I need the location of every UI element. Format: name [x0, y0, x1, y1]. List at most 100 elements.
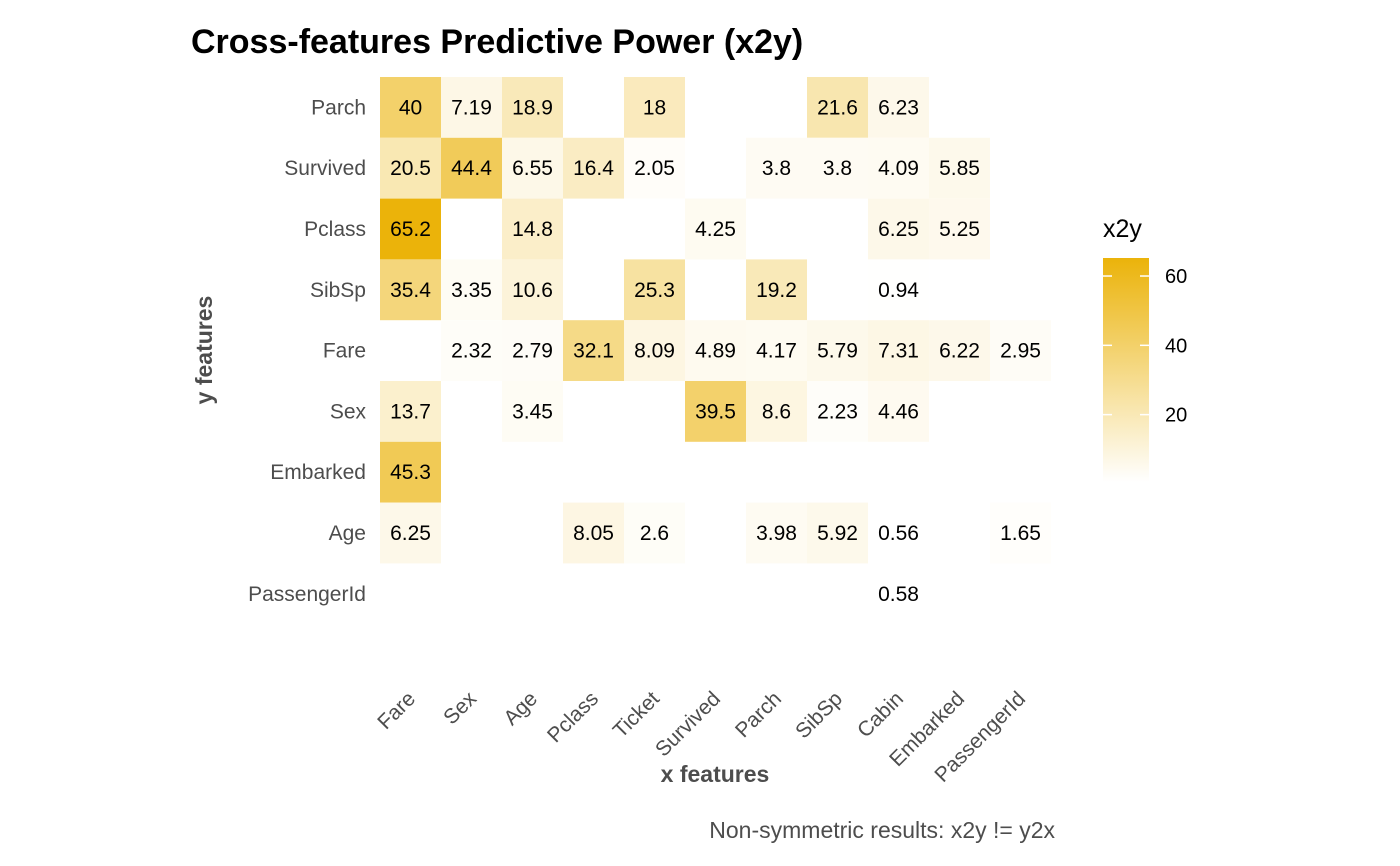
x-tick-label: Sex	[439, 687, 481, 729]
heatmap-cell	[502, 198, 563, 260]
cell-value-label: 2.23	[817, 400, 858, 423]
cell-value-label: 18.9	[512, 96, 553, 119]
heatmap-cell	[502, 381, 563, 442]
cell-value-label: 3.8	[823, 157, 852, 180]
cell-value-label: 16.4	[573, 157, 614, 180]
heatmap-cell-labels: 40 7.19 18.9 18 21.6 6.23 20.5 44.4 6.55 16.4 2.05…	[390, 96, 1041, 605]
cell-value-label: 4.17	[756, 340, 797, 363]
y-axis-tick-labels: Parch Survived Pclass SibSp Fare Sex Embarked A…	[248, 96, 366, 605]
y-tick-label: Embarked	[270, 461, 366, 484]
cell-value-label: 5.25	[939, 218, 980, 241]
cell-value-label: 32.1	[573, 340, 614, 363]
heatmap-cell	[807, 77, 868, 138]
y-tick-label: Parch	[311, 96, 366, 119]
cell-value-label: 8.05	[573, 522, 614, 545]
heatmap-cell	[624, 137, 685, 199]
heatmap-cell	[807, 381, 868, 442]
cell-value-label: 44.4	[451, 157, 492, 180]
x-tick-label: Fare	[373, 687, 420, 734]
cell-value-label: 0.94	[878, 279, 919, 302]
heatmap-cell	[502, 77, 563, 138]
cell-value-label: 6.55	[512, 157, 553, 180]
heatmap-cell	[868, 198, 929, 260]
heatmap-cell	[868, 320, 929, 381]
y-tick-label: Fare	[323, 340, 366, 363]
heatmap-cell	[868, 563, 929, 625]
x-tick-label: Survived	[651, 687, 725, 761]
heatmap-cell	[685, 320, 746, 381]
cell-value-label: 2.79	[512, 340, 553, 363]
y-tick-label: Pclass	[304, 218, 366, 241]
cell-value-label: 21.6	[817, 96, 858, 119]
heatmap-cell	[624, 320, 685, 381]
legend-title: x2y	[1103, 215, 1142, 243]
cell-value-label: 40	[399, 96, 422, 119]
heatmap-cell	[868, 381, 929, 442]
cell-value-label: 7.19	[451, 96, 492, 119]
heatmap-cell	[624, 77, 685, 138]
cell-value-label: 8.6	[762, 400, 791, 423]
heatmap-cell	[685, 381, 746, 442]
heatmap-cell	[441, 320, 502, 381]
cell-value-label: 6.22	[939, 340, 980, 363]
cell-value-label: 2.6	[640, 522, 669, 545]
cell-value-label: 19.2	[756, 279, 797, 302]
heatmap-cell	[502, 259, 563, 321]
heatmap-cell	[807, 502, 868, 564]
heatmap-cell	[380, 259, 441, 321]
x-tick-label: Cabin	[853, 687, 908, 742]
cell-value-label: 6.23	[878, 96, 919, 119]
heatmap-cell	[380, 441, 441, 503]
heatmap-cell	[990, 320, 1051, 381]
cell-value-label: 25.3	[634, 279, 675, 302]
heatmap-cell	[868, 259, 929, 321]
cell-value-label: 5.92	[817, 522, 858, 545]
heatmap-cell	[868, 77, 929, 138]
cell-value-label: 6.25	[390, 522, 431, 545]
cell-value-label: 4.46	[878, 400, 919, 423]
heatmap-cells	[380, 77, 1051, 625]
legend-tick-label: 60	[1165, 266, 1187, 288]
y-tick-label: Sex	[330, 400, 367, 423]
cell-value-label: 45.3	[390, 461, 431, 484]
cell-value-label: 7.31	[878, 340, 919, 363]
heatmap-cell	[441, 259, 502, 321]
heatmap-cell	[380, 198, 441, 260]
heatmap-cell	[441, 137, 502, 199]
x-tick-label: Pclass	[543, 687, 603, 747]
cell-value-label: 3.98	[756, 522, 797, 545]
cell-value-label: 13.7	[390, 400, 431, 423]
heatmap-cell	[563, 137, 624, 199]
chart-title: Cross-features Predictive Power (x2y)	[191, 23, 803, 61]
heatmap-cell	[807, 320, 868, 381]
legend-colorbar	[1103, 258, 1149, 482]
cell-value-label: 5.85	[939, 157, 980, 180]
color-legend: x2y 20 40 60	[1103, 215, 1187, 482]
cell-value-label: 0.56	[878, 522, 919, 545]
heatmap-cell	[380, 502, 441, 564]
cell-value-label: 4.89	[695, 340, 736, 363]
heatmap-cell	[685, 198, 746, 260]
y-tick-label: SibSp	[310, 279, 366, 302]
cell-value-label: 65.2	[390, 218, 431, 241]
heatmap-cell	[624, 502, 685, 564]
heatmap-cell	[502, 320, 563, 381]
heatmap-cell	[746, 259, 807, 321]
legend-tick-label: 40	[1165, 335, 1187, 357]
y-tick-label: Survived	[284, 157, 366, 180]
cell-value-label: 0.58	[878, 583, 919, 606]
cell-value-label: 8.09	[634, 340, 675, 363]
cell-value-label: 1.65	[1000, 522, 1041, 545]
heatmap-cell	[746, 502, 807, 564]
cell-value-label: 20.5	[390, 157, 431, 180]
heatmap-cell	[868, 502, 929, 564]
cell-value-label: 2.32	[451, 340, 492, 363]
cell-value-label: 3.35	[451, 279, 492, 302]
cell-value-label: 4.25	[695, 218, 736, 241]
heatmap-cell	[929, 137, 990, 199]
cell-value-label: 35.4	[390, 279, 431, 302]
cell-value-label: 6.25	[878, 218, 919, 241]
heatmap-cell	[990, 502, 1051, 564]
x-tick-label: Age	[499, 687, 542, 730]
